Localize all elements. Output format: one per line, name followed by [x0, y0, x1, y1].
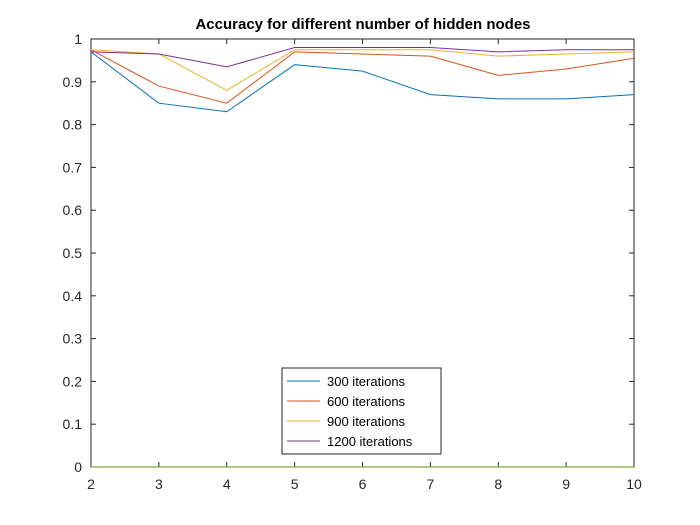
y-tick-label: 0.9: [63, 74, 83, 90]
y-tick-label: 1: [74, 31, 82, 47]
x-tick-label: 4: [223, 476, 231, 492]
legend-label: 600 iterations: [327, 394, 406, 409]
x-tick-label: 8: [494, 476, 502, 492]
x-tick-label: 7: [426, 476, 434, 492]
x-tick-label: 10: [626, 476, 642, 492]
y-tick-label: 0.8: [63, 117, 83, 133]
x-tick-label: 2: [87, 476, 95, 492]
legend: 300 iterations 600 iterations 900 iteratio…: [281, 367, 442, 455]
y-tick-label: 0.3: [63, 331, 83, 347]
y-tick-label: 0.7: [63, 159, 83, 175]
legend-box: [281, 367, 442, 455]
series-line-3: [90, 49, 635, 91]
series-line-1: [90, 51, 635, 113]
y-tick-label: 0.2: [63, 373, 83, 389]
x-tick-label: 6: [359, 476, 367, 492]
x-axis: 2 3 4 5 6 7 8 9 10: [87, 39, 642, 492]
y-axis: 0 0.1 0.2 0.3 0.4 0.5 0.6 0.7 0.8 0.9 1: [63, 31, 634, 475]
y-tick-label: 0.1: [63, 416, 83, 432]
series-line-4: [90, 47, 634, 68]
chart-title: Accuracy for different number of hidden …: [195, 16, 530, 33]
y-tick-label: 0.6: [63, 202, 83, 218]
legend-label: 1200 iterations: [327, 434, 413, 449]
legend-label: 300 iterations: [327, 374, 406, 389]
series-lines: [90, 47, 635, 468]
legend-label: 900 iterations: [327, 414, 406, 429]
x-tick-label: 5: [291, 476, 299, 492]
y-tick-label: 0.4: [63, 288, 83, 304]
y-tick-label: 0.5: [63, 245, 83, 261]
y-tick-label: 0: [74, 459, 82, 475]
x-tick-label: 9: [562, 476, 570, 492]
series-line-2: [90, 49, 635, 104]
x-tick-label: 3: [155, 476, 163, 492]
